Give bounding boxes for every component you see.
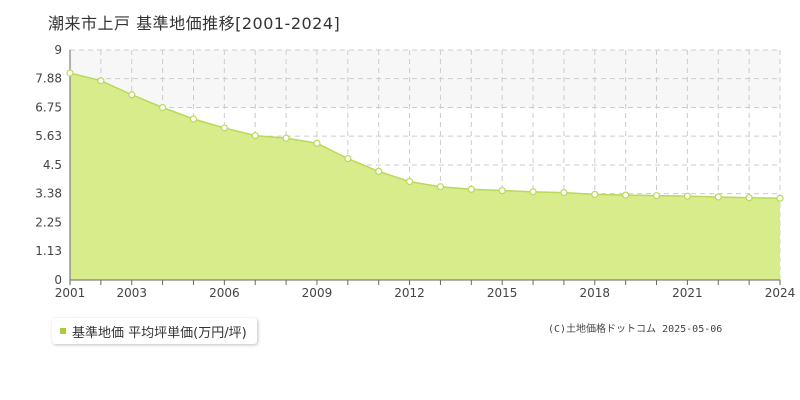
x-tick-label: 2018: [580, 286, 611, 300]
y-tick-label: 6.75: [35, 101, 62, 115]
x-tick-label: 2024: [765, 286, 796, 300]
data-point: [405, 178, 414, 186]
axes: [69, 50, 781, 285]
x-tick-labels: 2001 2003 2006 2009 2012 2015 2018 2021 2024: [55, 286, 796, 300]
legend-label: 基準地価 平均坪単価(万円/坪): [72, 325, 247, 341]
x-tick-label: 2015: [487, 286, 518, 300]
data-point: [97, 77, 105, 85]
data-point: [66, 69, 74, 77]
data-point: [375, 167, 383, 175]
data-points: [66, 69, 784, 202]
data-point: [159, 103, 167, 112]
data-point: [714, 193, 722, 201]
data-point: [189, 115, 198, 123]
y-tick-label: 1.13: [35, 244, 62, 258]
data-point: [436, 183, 445, 191]
data-point: [282, 134, 290, 142]
data-point: [313, 139, 321, 147]
x-tick-label: 2003: [116, 286, 147, 300]
x-tick-label: 2021: [672, 286, 703, 300]
legend-swatch: [60, 328, 66, 334]
y-tick-label: 7.88: [35, 72, 62, 86]
y-tick-label: 2.25: [35, 216, 62, 230]
y-tick-labels: 0 1.13 2.25 3.38 4.5 5.63 6.75 7.88 9: [35, 43, 62, 287]
data-point: [220, 124, 228, 132]
x-tick-label: 2012: [394, 286, 425, 300]
data-point: [622, 191, 630, 199]
y-tick-label: 9: [54, 43, 62, 57]
data-point: [467, 185, 475, 193]
y-tick-label: 3.38: [35, 187, 62, 201]
data-point: [652, 192, 661, 200]
copyright-text: (C)土地価格ドットコム 2025-05-06: [548, 324, 723, 335]
x-tick-label: 2001: [55, 286, 86, 300]
data-point: [591, 190, 599, 198]
y-tick-label: 4.5: [43, 158, 62, 172]
chart-title: 潮来市上戸 基準地価推移[2001-2024]: [48, 14, 341, 33]
y-tick-label: 5.63: [35, 129, 62, 143]
x-tick-label: 2009: [302, 286, 333, 300]
series-line: [69, 72, 781, 199]
data-point: [529, 188, 537, 196]
data-point: [128, 91, 136, 99]
legend: 基準地価 平均坪単価(万円/坪): [52, 318, 257, 344]
x-tick-label: 2006: [209, 286, 240, 300]
data-point: [560, 189, 568, 197]
data-point: [683, 192, 691, 200]
data-point: [498, 186, 506, 195]
chart-area: 01.132.253.384.55.636.757.889 2001 2003 20…: [35, 43, 796, 300]
data-point: [745, 194, 753, 202]
data-point: [251, 132, 259, 140]
y-tick-label: 0: [54, 273, 62, 287]
data-point: [344, 155, 352, 163]
series-area: [70, 73, 780, 280]
data-point: [776, 194, 784, 202]
